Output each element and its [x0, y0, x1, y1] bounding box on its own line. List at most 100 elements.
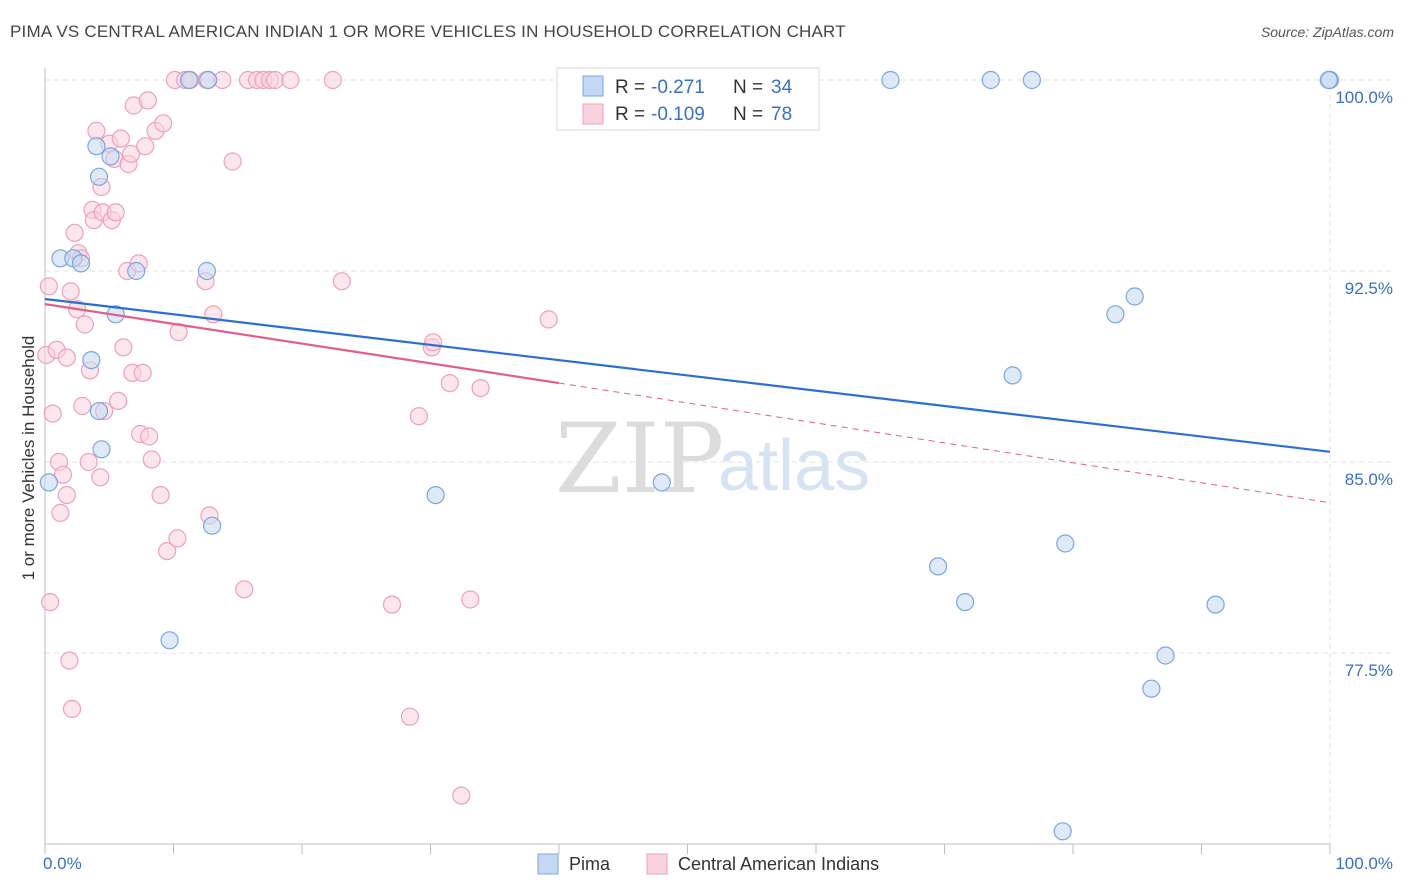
point-central-american-indians-9: [58, 487, 75, 504]
legend-r-label-pima: R =: [615, 77, 645, 98]
point-pima-28: [1126, 288, 1143, 305]
point-central-american-indians-45: [141, 428, 158, 445]
point-pima-6: [91, 168, 108, 185]
bottom-legend-swatch-central-american: [647, 854, 667, 874]
point-central-american-indians-77: [453, 787, 470, 804]
point-pima-23: [1004, 367, 1021, 384]
point-central-american-indians-44: [139, 92, 156, 109]
ytick-labels: 100.0% 92.5% 85.0% 77.5%: [1335, 88, 1393, 680]
point-central-american-indians-1: [40, 278, 57, 295]
point-central-american-indians-75: [425, 334, 442, 351]
ytick-label-92-5: 92.5%: [1345, 279, 1393, 298]
point-pima-18: [653, 474, 670, 491]
point-central-american-indians-76: [441, 375, 458, 392]
point-central-american-indians-3: [44, 405, 61, 422]
point-central-american-indians-31: [107, 204, 124, 221]
legend-box: R = -0.271 N = 34 R = -0.109 N = 78: [557, 68, 819, 130]
point-pima-24: [1023, 72, 1040, 89]
point-central-american-indians-12: [64, 701, 81, 718]
point-pima-9: [102, 148, 119, 165]
point-central-american-indians-62: [236, 581, 253, 598]
legend-swatch-pima: [583, 76, 603, 96]
point-central-american-indians-43: [137, 138, 154, 155]
watermark: ZIP atlas: [555, 403, 870, 515]
ytick-label-85: 85.0%: [1345, 470, 1393, 489]
point-central-american-indians-79: [472, 380, 489, 397]
point-pima-15: [200, 72, 217, 89]
legend-n-value-pima: 34: [771, 77, 793, 98]
scatter-chart: ZIP atlas 100.0% 92.5% 85.0% 77.5% 0.0% …: [0, 0, 1406, 892]
point-pima-26: [1054, 823, 1071, 840]
point-pima-25: [1057, 535, 1074, 552]
point-pima-8: [93, 441, 110, 458]
legend-n-label-central-american: N =: [733, 104, 763, 125]
point-central-american-indians-78: [462, 591, 479, 608]
legend-r-label-central-american: R =: [615, 104, 645, 125]
point-pima-5: [88, 138, 105, 155]
bottom-legend-label-central-american: Central American Indians: [678, 854, 879, 874]
point-pima-7: [91, 403, 108, 420]
point-central-american-indians-72: [401, 708, 418, 725]
bottom-legend-swatch-pima: [538, 854, 558, 874]
point-central-american-indians-68: [282, 72, 299, 89]
point-pima-31: [1207, 596, 1224, 613]
point-central-american-indians-24: [92, 469, 109, 486]
y-axis-label: 1 or more Vehicles in Household: [19, 336, 38, 581]
point-central-american-indians-80: [540, 311, 557, 328]
point-pima-14: [198, 263, 215, 280]
watermark-zip: ZIP: [555, 403, 724, 515]
point-pima-0: [40, 474, 57, 491]
point-central-american-indians-17: [74, 398, 91, 415]
point-pima-29: [1143, 680, 1160, 697]
watermark-atlas: atlas: [718, 426, 870, 506]
point-pima-22: [982, 72, 999, 89]
legend-r-value-central-american: -0.109: [651, 104, 705, 125]
point-central-american-indians-18: [76, 316, 93, 333]
point-pima-19: [882, 72, 899, 89]
point-pima-21: [957, 594, 974, 611]
point-central-american-indians-13: [66, 224, 83, 241]
point-central-american-indians-10: [61, 652, 78, 669]
legend-r-value-pima: -0.271: [651, 77, 705, 98]
point-pima-33: [1320, 72, 1337, 89]
point-central-american-indians-23: [88, 122, 105, 139]
point-central-american-indians-32: [110, 392, 127, 409]
bottom-legend-label-pima: Pima: [569, 854, 611, 874]
point-central-american-indians-34: [115, 339, 132, 356]
point-central-american-indians-19: [80, 454, 97, 471]
legend-swatch-central-american: [583, 104, 603, 124]
xtick-label-0: 0.0%: [43, 854, 82, 873]
point-pima-12: [161, 632, 178, 649]
point-central-american-indians-8: [58, 349, 75, 366]
point-central-american-indians-49: [155, 115, 172, 132]
point-pima-27: [1107, 306, 1124, 323]
point-pima-13: [180, 72, 197, 89]
xtick-label-100: 100.0%: [1335, 854, 1393, 873]
legend-n-label-pima: N =: [733, 77, 763, 98]
point-central-american-indians-6: [52, 504, 69, 521]
point-central-american-indians-52: [169, 530, 186, 547]
point-central-american-indians-67: [267, 72, 284, 89]
point-central-american-indians-46: [143, 451, 160, 468]
point-central-american-indians-61: [224, 153, 241, 170]
bottom-legend: Pima Central American Indians: [538, 854, 879, 874]
legend-n-value-central-american: 78: [771, 104, 792, 125]
ytick-label-77-5: 77.5%: [1345, 661, 1393, 680]
point-pima-4: [83, 352, 100, 369]
point-pima-17: [427, 487, 444, 504]
point-central-american-indians-11: [62, 283, 79, 300]
point-central-american-indians-2: [42, 594, 59, 611]
point-central-american-indians-73: [410, 408, 427, 425]
point-pima-16: [204, 517, 221, 534]
point-pima-3: [73, 255, 90, 272]
point-pima-30: [1157, 647, 1174, 664]
point-central-american-indians-71: [384, 596, 401, 613]
point-central-american-indians-33: [112, 130, 129, 147]
point-central-american-indians-70: [333, 273, 350, 290]
point-central-american-indians-69: [324, 72, 341, 89]
point-central-american-indians-42: [134, 364, 151, 381]
ytick-label-100: 100.0%: [1335, 88, 1393, 107]
point-central-american-indians-48: [152, 487, 169, 504]
point-pima-20: [930, 558, 947, 575]
point-pima-11: [128, 263, 145, 280]
